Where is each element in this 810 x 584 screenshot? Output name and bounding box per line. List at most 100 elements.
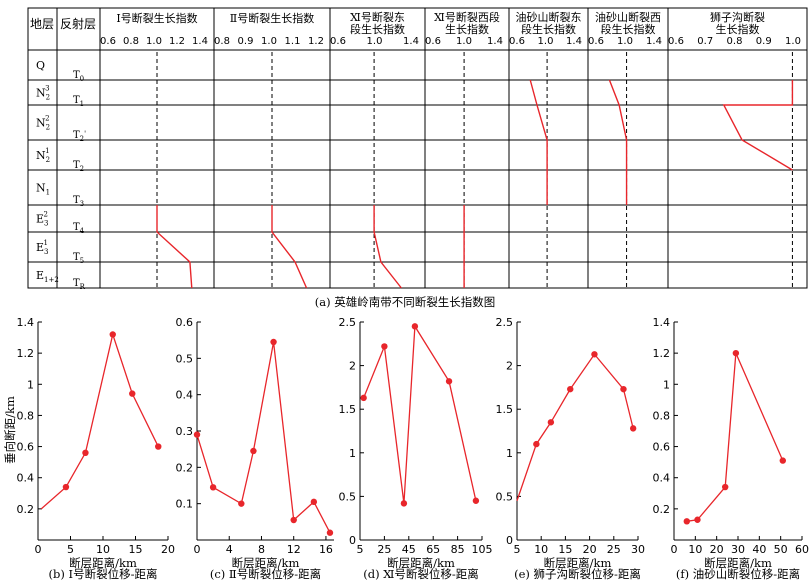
layer-label: N23 — [36, 85, 50, 102]
panel-title: 油砂山断裂西 — [595, 10, 661, 24]
chart-caption: (c) Ⅱ号断裂位移-距离 — [210, 567, 321, 581]
reflector-label: T0 — [73, 70, 84, 83]
series-line — [363, 324, 477, 504]
x-tick-label: 40 — [752, 543, 766, 556]
y-tick-label: 1 — [27, 378, 34, 391]
x-axis-label: 断层距离/km — [69, 556, 137, 570]
data-point — [445, 378, 453, 385]
y-tick-label: 1 — [663, 378, 670, 391]
growth-index-series — [156, 205, 193, 289]
panel-tick: 1.0 — [146, 36, 162, 47]
data-point — [400, 500, 408, 507]
layer-label: E1+2 — [36, 269, 59, 284]
data-point — [732, 349, 740, 357]
data-point — [129, 390, 136, 397]
x-tick-label: 5 — [67, 543, 74, 556]
y-tick-label: 0.6 — [653, 441, 671, 454]
panel-tick: 0.6 — [588, 36, 604, 47]
x-tick-label: 16 — [319, 543, 333, 556]
data-point — [360, 394, 367, 402]
panel-tick: 1.0 — [785, 36, 801, 47]
y-tick-label: 1.5 — [496, 403, 514, 416]
layer-label: N1 — [36, 182, 50, 197]
y-tick-label: 0.1 — [176, 498, 194, 511]
x-axis-label: 断层距离/km — [232, 556, 300, 570]
growth-index-series — [271, 205, 308, 289]
panel-tick: 0.6 — [425, 36, 441, 47]
panel-tick: 1.4 — [566, 36, 582, 47]
data-point — [779, 457, 786, 464]
panel-tick: 1.0 — [617, 36, 633, 47]
y-tick-label: 0.8 — [17, 409, 35, 422]
data-point — [381, 343, 388, 350]
x-tick-label: 30 — [731, 543, 745, 556]
reflector-label: T2 — [73, 160, 84, 173]
x-tick-label: 20 — [583, 543, 597, 556]
y-tick-label: 0.2 — [653, 503, 671, 516]
y-tick-label: 0 — [349, 534, 356, 547]
reflector-label: TR — [73, 278, 86, 291]
x-tick-label: 10 — [534, 543, 548, 556]
panel-tick: 0.7 — [697, 36, 713, 47]
y-tick-label: 0.6 — [17, 441, 35, 454]
x-tick-label: 50 — [774, 543, 788, 556]
panel-title: 段生长指数 — [601, 22, 656, 36]
y-tick-label: 2.5 — [496, 316, 514, 329]
panel-tick: 1.0 — [367, 36, 383, 47]
chart-caption: (f) 油砂山断裂位移-距离 — [676, 567, 800, 581]
x-tick-label: 65 — [426, 543, 440, 556]
panel-tick: 0.6 — [100, 36, 116, 47]
growth-index-series — [722, 80, 794, 171]
layer-label: E31 — [36, 239, 49, 256]
panel-tick: 1.2 — [308, 36, 324, 47]
x-tick-label: 20 — [710, 543, 724, 556]
displacement-chart: 0 0.5 1 1.5 2 2.5 5 10 15 20 25 30 断层距离/km(e) 狮子沟断裂位… — [496, 316, 646, 581]
data-point — [209, 484, 217, 491]
data-point — [290, 516, 297, 524]
caption-a: (a) 英雄岭南带不同断裂生长指数图 — [315, 295, 495, 309]
y-tick-label: 0.3 — [176, 425, 194, 438]
data-point — [109, 331, 116, 338]
y-tick-label: 0.4 — [653, 472, 671, 485]
panel-title: Ⅰ号断裂生长指数 — [116, 11, 197, 25]
chart-caption: (e) 狮子沟断裂位移-距离 — [514, 567, 641, 581]
panel-tick: 0.6 — [668, 36, 684, 47]
x-tick-label: 105 — [472, 543, 493, 556]
layer-label: E32 — [36, 211, 49, 228]
table-frame — [27, 7, 808, 289]
panel-title: Ⅺ号断裂西段 — [434, 10, 500, 24]
data-point — [629, 425, 637, 432]
x-axis-label: 断层距离/km — [544, 556, 612, 570]
data-point — [310, 498, 318, 506]
panel-tick: 1.4 — [487, 36, 503, 47]
series-line — [196, 341, 331, 534]
panel-tick: 0.9 — [756, 36, 772, 47]
x-tick-label: 0 — [35, 543, 42, 556]
reflector-header: 反射层 — [60, 16, 96, 31]
data-point — [193, 431, 201, 438]
x-tick-label: 15 — [558, 543, 572, 556]
x-tick-label: 8 — [258, 543, 265, 556]
x-axis-label: 断层距离/km — [387, 556, 455, 570]
chart-caption: (d) Ⅺ号断裂位移-距离 — [363, 567, 479, 581]
y-tick-label: 1.4 — [653, 316, 671, 329]
y-tick-label: 0 — [506, 534, 513, 547]
y-tick-label: 0.5 — [176, 352, 194, 365]
x-tick-label: 25 — [607, 543, 621, 556]
reflector-label: T4 — [73, 222, 85, 235]
panel-title: Ⅱ号断裂生长指数 — [230, 11, 314, 25]
y-tick-label: 2 — [349, 360, 356, 373]
x-tick-label: 45 — [402, 543, 416, 556]
y-tick-label: 2 — [506, 360, 513, 373]
y-tick-label: 2.5 — [339, 316, 357, 329]
layer-label: Q — [36, 59, 45, 72]
y-tick-label: 1.4 — [17, 316, 35, 329]
x-tick-label: 10 — [96, 543, 110, 556]
x-tick-label: 85 — [451, 543, 465, 556]
data-point — [683, 518, 690, 525]
y-tick-label: 1.2 — [17, 347, 35, 360]
reflector-label: T3 — [73, 195, 84, 208]
data-point — [722, 483, 729, 491]
data-point — [547, 419, 555, 426]
